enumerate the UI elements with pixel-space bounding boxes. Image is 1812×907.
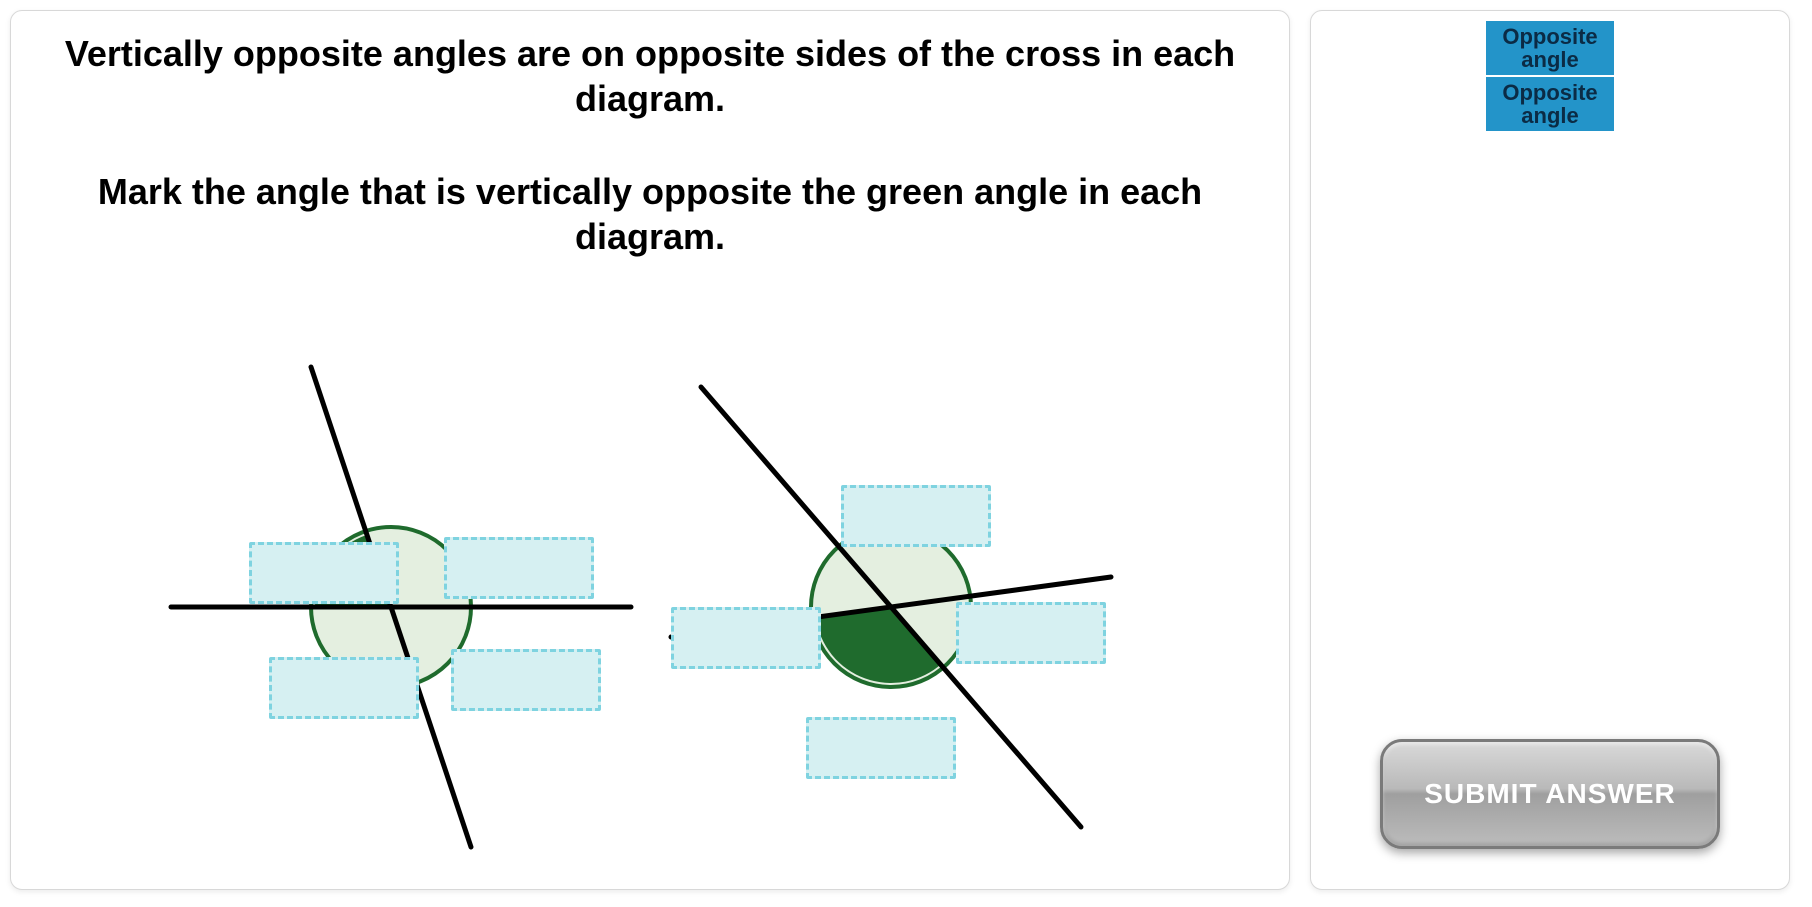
drop-zone[interactable]: [956, 602, 1106, 664]
drop-zone[interactable]: [269, 657, 419, 719]
answer-panel: Opposite angleOpposite angle SUBMIT ANSW…: [1310, 10, 1790, 890]
diagram-area: [51, 307, 1249, 867]
instruction-line-1: Vertically opposite angles are on opposi…: [51, 31, 1249, 121]
instruction-block: Vertically opposite angles are on opposi…: [51, 31, 1249, 121]
drop-zone[interactable]: [841, 485, 991, 547]
question-panel: Vertically opposite angles are on opposi…: [10, 10, 1290, 890]
drop-zone[interactable]: [671, 607, 821, 669]
instruction-line-2: Mark the angle that is vertically opposi…: [51, 169, 1249, 259]
drop-zone[interactable]: [249, 542, 399, 604]
drop-zone[interactable]: [806, 717, 956, 779]
diagram-left: [131, 347, 651, 867]
instruction-block-2: Mark the angle that is vertically opposi…: [51, 169, 1249, 259]
submit-answer-button[interactable]: SUBMIT ANSWER: [1380, 739, 1720, 849]
drop-zone[interactable]: [451, 649, 601, 711]
chip-tray: Opposite angleOpposite angle: [1486, 21, 1614, 133]
drop-zone[interactable]: [444, 537, 594, 599]
opposite-angle-chip[interactable]: Opposite angle: [1486, 77, 1614, 131]
opposite-angle-chip[interactable]: Opposite angle: [1486, 21, 1614, 75]
